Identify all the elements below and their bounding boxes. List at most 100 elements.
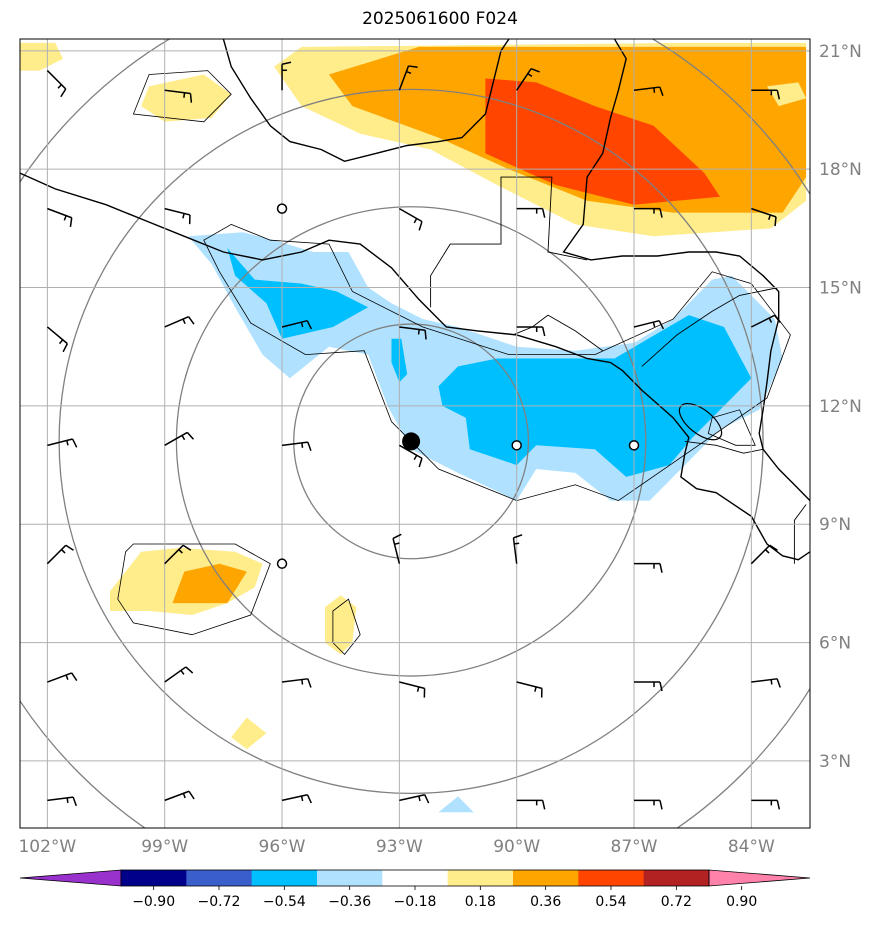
wind-barb: [751, 314, 781, 328]
wind-barb: [164, 431, 195, 446]
wind-barb: [512, 534, 523, 564]
wind-barb: [633, 86, 664, 96]
colorbar-label: −0.72: [198, 894, 241, 910]
lon-tick-label: 102°W: [18, 837, 76, 857]
border-4: [684, 440, 764, 454]
wind-barb: [164, 89, 193, 103]
wind-barb: [633, 319, 665, 330]
wind-barb: [47, 207, 73, 227]
wind-barb: [164, 544, 192, 565]
lat-tick-label: 9°N: [819, 515, 851, 535]
outline-contour-4: [707, 409, 756, 446]
lat-tick-label: 15°N: [819, 279, 862, 299]
colorbar-label: −0.36: [328, 894, 371, 910]
gridlines: [20, 39, 810, 828]
wind-barb: [392, 533, 402, 564]
wind-barb: [164, 666, 194, 683]
longitude-labels: 102°W 99°W 96°W 93°W 90°W 87°W 84°W: [18, 837, 774, 857]
lon-tick-label: 87°W: [611, 837, 658, 857]
colorbar-label: 0.54: [595, 894, 626, 910]
wind-barb: [164, 790, 195, 802]
wind-barb: [634, 799, 663, 810]
station-circle: [628, 440, 640, 451]
wind-barb: [634, 207, 663, 218]
outline-contour-1: [203, 223, 791, 502]
range-ring-9: [58, 88, 764, 795]
wind-barb: [516, 799, 546, 810]
wind-barb: [634, 562, 663, 573]
border-3: [641, 287, 779, 367]
colorbar-segment: [251, 870, 318, 886]
coastline-1: [222, 39, 510, 163]
colorbar: −0.90 −0.72 −0.54 −0.36 −0.18 0.18 0.36 0.54 0.7…: [19, 869, 811, 910]
outline-contour-0: [132, 70, 232, 123]
colorbar-segment: [382, 870, 449, 886]
range-ring-6: [175, 206, 647, 677]
wind-barb: [751, 207, 777, 227]
range-ring-3: [293, 323, 530, 560]
outline-contours: [117, 70, 791, 656]
wind-barb: [398, 207, 423, 231]
colorbar-label: 0.36: [530, 894, 561, 910]
colorbar-segment: [513, 870, 579, 886]
wind-barb: [47, 796, 77, 807]
wind-barb: [516, 326, 546, 337]
center-marker: [402, 432, 421, 451]
lon-tick-label: 84°W: [728, 837, 775, 857]
colorbar-label: 0.90: [726, 894, 757, 910]
wind-barb: [281, 319, 313, 330]
lon-tick-label: 96°W: [259, 837, 306, 857]
wind-barb: [634, 681, 663, 692]
wind-barb: [46, 326, 69, 353]
lon-tick-label: 99°W: [141, 837, 188, 857]
wind-barb: [516, 67, 540, 91]
region-red-NE: [485, 78, 720, 205]
coastline-0: [20, 172, 810, 561]
border-1: [547, 314, 603, 352]
colorbar-segment: [643, 870, 710, 886]
region-yellow-99W-20N: [141, 74, 232, 122]
wind-barb: [47, 438, 78, 448]
wind-barb: [164, 207, 191, 225]
colorbar-label: 0.18: [465, 894, 496, 910]
wind-barb: [751, 799, 781, 810]
region-orange-98W-7N: [172, 563, 247, 604]
colorbar-extend-high: [708, 869, 811, 887]
wind-barb: [164, 316, 195, 328]
wind-barb: [281, 441, 312, 452]
lon-tick-label: 93°W: [376, 837, 423, 857]
border-0: [430, 176, 588, 308]
lat-tick-label: 18°N: [819, 160, 862, 180]
station-circle: [276, 558, 288, 569]
wind-barb: [46, 544, 74, 565]
lat-tick-label: 12°N: [819, 397, 862, 417]
colorbar-segment: [121, 870, 187, 886]
lat-tick-label: 21°N: [819, 42, 862, 62]
wind-barb: [399, 681, 426, 698]
border-5: [793, 504, 807, 564]
station-circle: [276, 203, 288, 214]
colorbar-label: −0.90: [132, 894, 175, 910]
colorbar-segment: [578, 870, 645, 886]
lat-tick-label: 6°N: [819, 634, 851, 654]
lon-tick-label: 90°W: [493, 837, 540, 857]
outline-contour-3: [332, 598, 361, 656]
colorbar-extend-low: [19, 869, 122, 887]
coastline-2: [562, 39, 810, 502]
wind-barb: [398, 444, 423, 468]
wind-barb: [399, 794, 430, 804]
wind-barb: [281, 794, 312, 804]
wind-barb: [751, 89, 781, 100]
region-yellow-96.5W-4N: [231, 717, 267, 750]
wind-barbs: [46, 61, 781, 810]
region-light-blue-91W-2N: [438, 796, 474, 813]
latitude-labels: 3°N 6°N 9°N 12°N 15°N 18°N 21°N: [819, 42, 862, 772]
wind-barb: [46, 70, 67, 98]
colorbar-label: −0.18: [394, 894, 437, 910]
wind-barb: [516, 207, 546, 218]
region-yellow-corner-NW: [20, 42, 63, 71]
wind-barb: [750, 544, 778, 565]
colorbar-segment: [186, 870, 253, 886]
